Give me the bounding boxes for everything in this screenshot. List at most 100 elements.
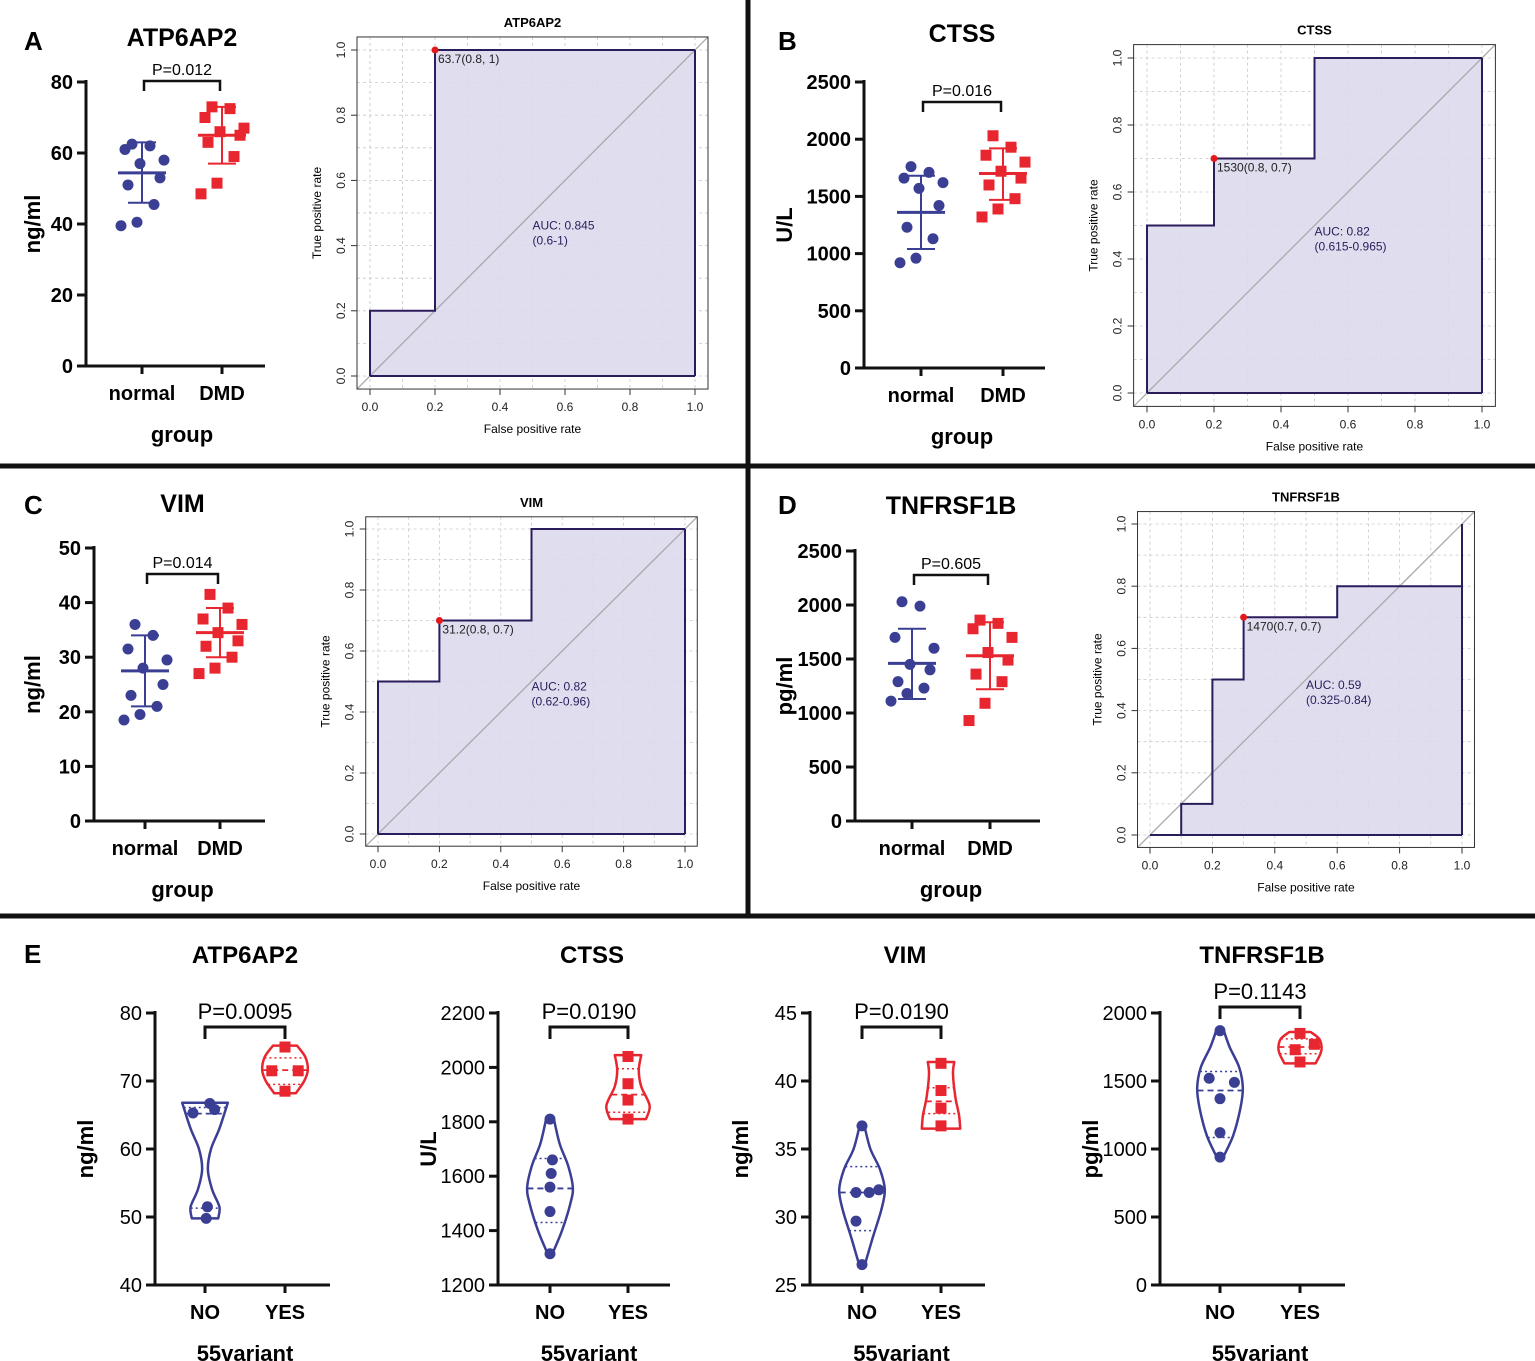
y-tick-label: 1.0 bbox=[343, 520, 357, 537]
auc-label: AUC: 0.59 bbox=[1306, 678, 1362, 692]
data-point-normal bbox=[924, 664, 936, 676]
cutoff-point bbox=[431, 46, 439, 54]
data-point-normal bbox=[901, 221, 913, 233]
y-tick-label: 1.0 bbox=[1115, 515, 1129, 532]
panel-d-dotplot: TNFRSF1B pg/ml 0 500 1000 1500 2000 2500 normal D… bbox=[772, 492, 1040, 902]
p-value-label: P=0.0095 bbox=[198, 999, 293, 1024]
data-point-yes bbox=[935, 1085, 947, 1097]
dotplot-ylabel: pg/ml bbox=[772, 657, 797, 716]
y-tick-label: 0.8 bbox=[334, 107, 348, 124]
y-tick-label: 2200 bbox=[441, 1003, 486, 1025]
data-point-dmd bbox=[967, 623, 979, 635]
data-point-dmd bbox=[236, 618, 248, 630]
data-point-dmd bbox=[983, 179, 995, 191]
y-tick-label: 0.8 bbox=[1111, 116, 1125, 133]
violin-no bbox=[837, 1124, 887, 1266]
data-point-no bbox=[544, 1248, 556, 1260]
cutoff-point bbox=[1210, 155, 1218, 162]
x-category-label-yes: YES bbox=[921, 1302, 961, 1324]
data-point-dmd bbox=[224, 103, 236, 115]
violin-ylabel: ng/ml bbox=[73, 1120, 98, 1179]
data-point-normal bbox=[122, 643, 134, 655]
data-point-dmd bbox=[232, 635, 244, 647]
data-point-yes bbox=[1294, 1056, 1306, 1068]
data-point-no bbox=[863, 1187, 875, 1199]
x-category-label-normal: normal bbox=[888, 385, 955, 407]
data-point-yes bbox=[266, 1065, 278, 1077]
roc-title: VIM bbox=[520, 495, 543, 510]
panel-letter-c: C bbox=[24, 490, 43, 520]
data-point-normal bbox=[928, 642, 940, 654]
panel-c-dotplot: VIM ng/ml 0 10 20 30 40 50 normal DMD group P=0.014 bbox=[20, 490, 265, 902]
auc-ci-label: (0.62-0.96) bbox=[532, 695, 591, 709]
reference-diagonal bbox=[356, 36, 709, 390]
data-point-normal bbox=[134, 709, 146, 721]
y-tick-label: 1500 bbox=[1103, 1071, 1148, 1093]
roc-xlabel: False positive rate bbox=[1257, 880, 1355, 894]
violin-title: ATP6AP2 bbox=[192, 942, 298, 969]
y-tick-label: 1000 bbox=[807, 244, 852, 266]
data-point-dmd bbox=[1002, 654, 1014, 666]
cutoff-label: 1470(0.7, 0.7) bbox=[1247, 619, 1322, 633]
data-point-dmd bbox=[996, 676, 1008, 688]
data-point-no bbox=[856, 1259, 868, 1271]
panel-e-violin-vim: VIM ng/ml 25 30 35 40 45 NO YES 55variant P=0.0190 bbox=[728, 942, 985, 1361]
y-tick-label: 40 bbox=[120, 1275, 142, 1297]
data-point-dmd bbox=[1005, 141, 1017, 153]
significance-bracket bbox=[142, 79, 222, 91]
y-tick-label: 0.4 bbox=[1115, 702, 1129, 719]
data-point-normal bbox=[154, 172, 166, 184]
data-point-dmd bbox=[200, 640, 212, 652]
y-tick-label: 0.4 bbox=[343, 703, 357, 720]
dotplot-title: ATP6AP2 bbox=[127, 24, 238, 52]
y-tick-label: 0.2 bbox=[1111, 317, 1125, 334]
dotplot-ylabel: ng/ml bbox=[20, 195, 45, 254]
data-point-dmd bbox=[197, 613, 209, 625]
y-tick-label: 25 bbox=[775, 1275, 797, 1297]
y-tick-label: 2000 bbox=[441, 1057, 486, 1079]
x-category-label-yes: YES bbox=[265, 1302, 305, 1324]
data-point-normal bbox=[161, 654, 173, 666]
y-tick-label: 0.0 bbox=[334, 367, 348, 384]
significance-bracket bbox=[860, 1025, 943, 1039]
data-point-normal bbox=[134, 158, 146, 170]
data-point-normal bbox=[118, 714, 130, 726]
x-tick-label: 1.0 bbox=[687, 400, 704, 414]
data-point-yes bbox=[1289, 1044, 1301, 1056]
roc-title: TNFRSF1B bbox=[1272, 490, 1340, 505]
plot-frame bbox=[365, 516, 698, 847]
y-tick-label: 0.8 bbox=[343, 581, 357, 598]
data-point-yes bbox=[1308, 1038, 1320, 1050]
x-tick-label: 0.6 bbox=[1329, 858, 1346, 872]
data-point-normal bbox=[927, 233, 939, 245]
y-tick-label: 0 bbox=[70, 811, 81, 833]
y-tick-label: 2500 bbox=[807, 72, 852, 94]
panel-b-dotplot: CTSS U/L 0 500 1000 1500 2000 2500 normal DMD grou… bbox=[772, 20, 1045, 449]
x-tick-label: 0.0 bbox=[362, 400, 379, 414]
data-point-normal bbox=[115, 220, 127, 232]
panel-e-violin-atp6ap2: ATP6AP2 ng/ml 40 50 60 70 80 NO YES 55variant P=0.… bbox=[73, 942, 330, 1361]
reference-diagonal bbox=[1133, 44, 1496, 407]
plot-frame bbox=[1137, 511, 1475, 848]
data-point-no bbox=[850, 1215, 862, 1227]
dotplot-title: TNFRSF1B bbox=[886, 492, 1017, 520]
y-tick-label: 2000 bbox=[1103, 1003, 1148, 1025]
dotplot-title: VIM bbox=[160, 490, 204, 518]
significance-bracket bbox=[912, 573, 990, 585]
x-category-label-no: NO bbox=[847, 1302, 877, 1324]
panel-letter-a: A bbox=[24, 26, 43, 56]
x-tick-label: 0.6 bbox=[554, 857, 571, 871]
y-tick-label: 40 bbox=[51, 214, 73, 236]
p-value-label: P=0.605 bbox=[921, 556, 981, 573]
y-tick-label: 500 bbox=[818, 301, 851, 323]
roc-xlabel: False positive rate bbox=[484, 422, 582, 436]
dotplot-ylabel: U/L bbox=[772, 207, 797, 242]
auc-ci-label: (0.325-0.84) bbox=[1306, 693, 1371, 707]
roc-title: ATP6AP2 bbox=[504, 15, 562, 30]
data-point-no bbox=[856, 1120, 868, 1132]
x-tick-label: 0.8 bbox=[1391, 858, 1408, 872]
roc-ylabel: True positive rate bbox=[319, 635, 333, 728]
panel-e-violin-ctss: CTSS U/L 1200 1400 1600 1800 2000 2200 NO YES 55va… bbox=[416, 942, 670, 1361]
y-tick-label: 1500 bbox=[807, 186, 852, 208]
y-tick-label: 20 bbox=[51, 285, 73, 307]
